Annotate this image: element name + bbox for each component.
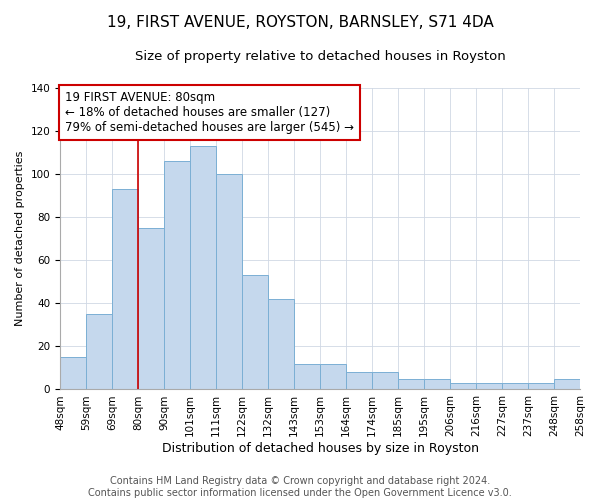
Bar <box>554 378 580 390</box>
Bar <box>398 378 424 390</box>
Y-axis label: Number of detached properties: Number of detached properties <box>15 151 25 326</box>
Bar <box>372 372 398 390</box>
Bar <box>268 299 294 390</box>
Bar <box>242 276 268 390</box>
Bar <box>528 383 554 390</box>
Bar <box>216 174 242 390</box>
Bar <box>86 314 112 390</box>
Bar <box>320 364 346 390</box>
Bar <box>112 189 138 390</box>
Bar <box>164 161 190 390</box>
Title: Size of property relative to detached houses in Royston: Size of property relative to detached ho… <box>134 50 505 63</box>
Bar <box>346 372 372 390</box>
Bar <box>450 383 476 390</box>
Text: 19, FIRST AVENUE, ROYSTON, BARNSLEY, S71 4DA: 19, FIRST AVENUE, ROYSTON, BARNSLEY, S71… <box>107 15 493 30</box>
Text: Contains HM Land Registry data © Crown copyright and database right 2024.
Contai: Contains HM Land Registry data © Crown c… <box>88 476 512 498</box>
Bar <box>138 228 164 390</box>
Bar <box>60 357 86 390</box>
Bar <box>190 146 216 390</box>
Bar <box>476 383 502 390</box>
Bar <box>424 378 450 390</box>
Bar <box>294 364 320 390</box>
Text: 19 FIRST AVENUE: 80sqm
← 18% of detached houses are smaller (127)
79% of semi-de: 19 FIRST AVENUE: 80sqm ← 18% of detached… <box>65 91 354 134</box>
X-axis label: Distribution of detached houses by size in Royston: Distribution of detached houses by size … <box>161 442 479 455</box>
Bar <box>502 383 528 390</box>
